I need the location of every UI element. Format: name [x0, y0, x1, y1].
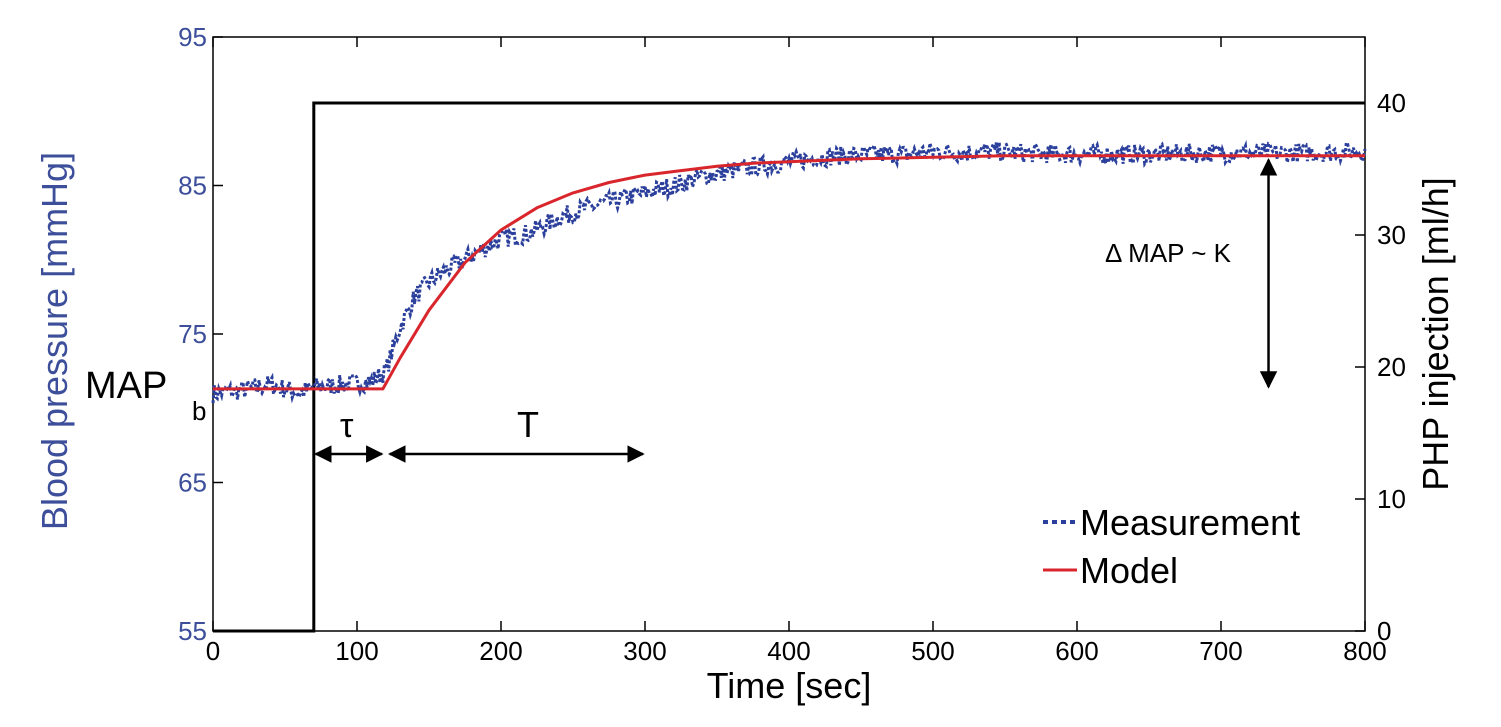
- x-axis-ticks: 0 100 200 300 400 500 600 700 800: [206, 37, 1387, 666]
- right-tick-label: 10: [1377, 484, 1406, 514]
- legend-measurement-label: Measurement: [1080, 502, 1300, 543]
- right-axis-ticks: 0 10 20 30 40: [1355, 88, 1406, 646]
- x-tick-label: 300: [623, 636, 666, 666]
- x-tick-label: 700: [1199, 636, 1242, 666]
- x-tick-label: 400: [767, 636, 810, 666]
- model-line: [213, 154, 1365, 391]
- x-tick-label: 500: [911, 636, 954, 666]
- x-tick-label: 800: [1343, 636, 1386, 666]
- y-axis-right-label: PHP injection [ml/h]: [1415, 177, 1456, 490]
- left-tick-label: 75: [178, 319, 207, 349]
- map-label: MAP: [85, 365, 167, 407]
- right-tick-label: 20: [1377, 352, 1406, 382]
- right-tick-label: 40: [1377, 88, 1406, 118]
- plot-area: [212, 36, 1366, 632]
- tau-label: τ: [340, 407, 354, 445]
- right-tick-label: 30: [1377, 220, 1406, 250]
- x-tick-label: 200: [479, 636, 522, 666]
- right-tick-label: 0: [1377, 616, 1391, 646]
- left-axis-ticks: 55 65 75 85 95: [178, 22, 223, 646]
- left-tick-label: 95: [178, 22, 207, 52]
- x-tick-label: 0: [206, 636, 220, 666]
- annotation-layer: MAP b τ T Δ MAP ~ K: [85, 158, 1278, 463]
- series-layer: [211, 101, 1367, 633]
- x-tick-label: 100: [335, 636, 378, 666]
- injection-step-line: [213, 101, 1365, 633]
- legend-model-label: Model: [1080, 550, 1178, 591]
- delta-map-label: Δ MAP ~ K: [1105, 238, 1232, 268]
- measurement-line: [211, 139, 1367, 404]
- y-axis-left-label: Blood pressure [mmHg]: [34, 152, 75, 530]
- left-tick-label: 65: [178, 468, 207, 498]
- left-tick-label: 55: [178, 616, 207, 646]
- x-axis-label: Time [sec]: [707, 665, 872, 706]
- left-tick-label: 85: [178, 171, 207, 201]
- T-label: T: [517, 404, 539, 445]
- map-subscript: b: [192, 396, 206, 426]
- x-tick-label: 600: [1055, 636, 1098, 666]
- legend: Measurement Model: [1043, 502, 1300, 591]
